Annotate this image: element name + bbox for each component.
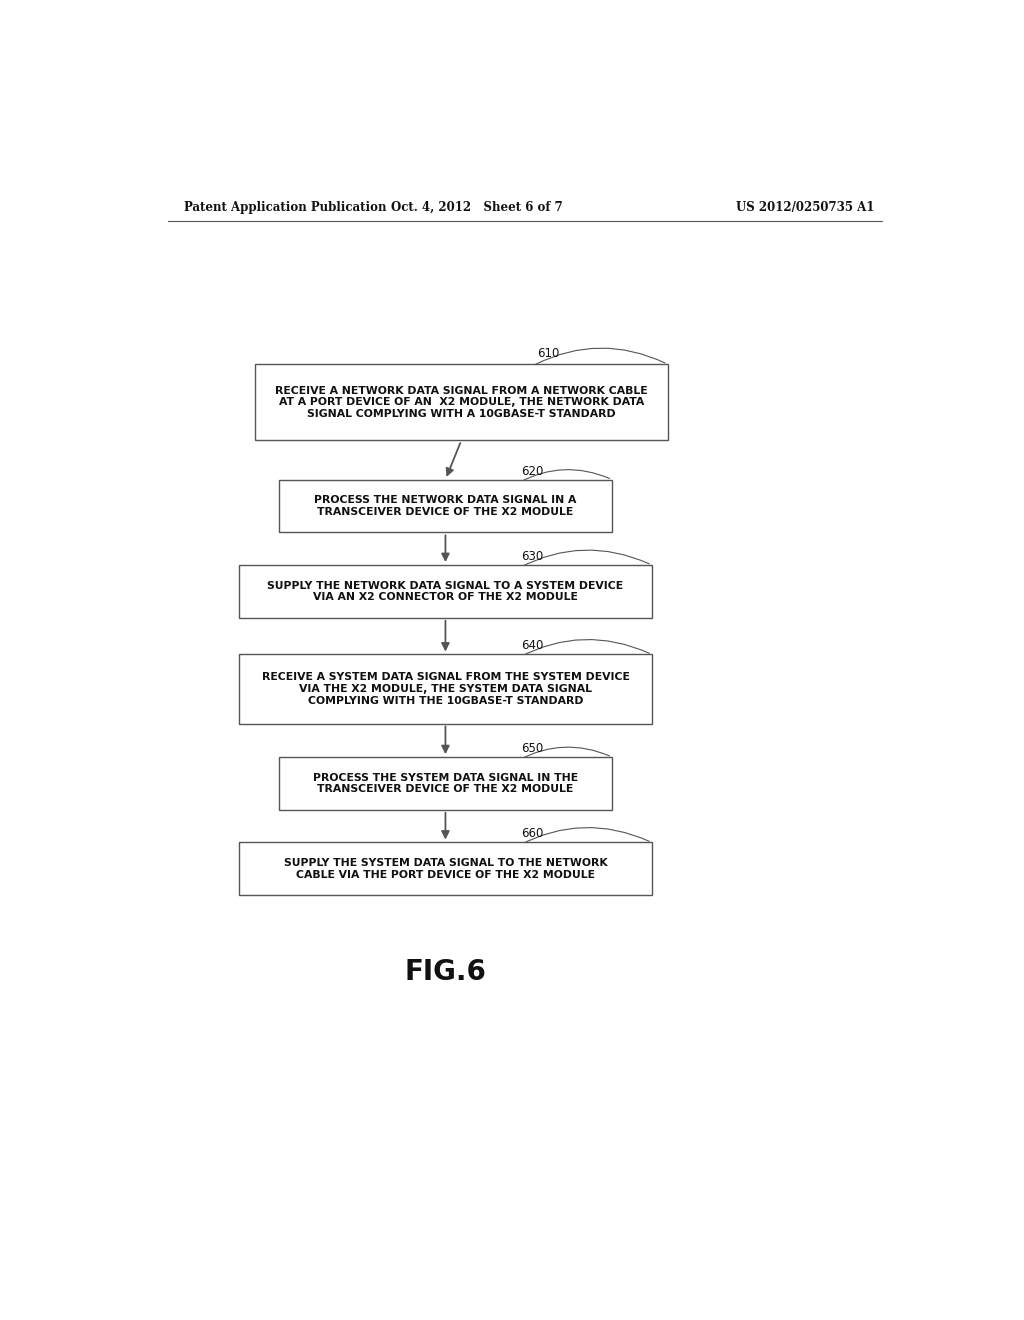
Text: 650: 650 <box>521 742 543 755</box>
FancyBboxPatch shape <box>240 565 652 618</box>
FancyBboxPatch shape <box>279 758 612 810</box>
FancyBboxPatch shape <box>240 842 652 895</box>
Text: 620: 620 <box>521 465 543 478</box>
FancyBboxPatch shape <box>279 479 612 532</box>
Text: RECEIVE A SYSTEM DATA SIGNAL FROM THE SYSTEM DEVICE
VIA THE X2 MODULE, THE SYSTE: RECEIVE A SYSTEM DATA SIGNAL FROM THE SY… <box>261 672 630 706</box>
Text: 610: 610 <box>537 347 559 359</box>
Text: PROCESS THE SYSTEM DATA SIGNAL IN THE
TRANSCEIVER DEVICE OF THE X2 MODULE: PROCESS THE SYSTEM DATA SIGNAL IN THE TR… <box>313 772 578 795</box>
Text: SUPPLY THE SYSTEM DATA SIGNAL TO THE NETWORK
CABLE VIA THE PORT DEVICE OF THE X2: SUPPLY THE SYSTEM DATA SIGNAL TO THE NET… <box>284 858 607 879</box>
Text: PROCESS THE NETWORK DATA SIGNAL IN A
TRANSCEIVER DEVICE OF THE X2 MODULE: PROCESS THE NETWORK DATA SIGNAL IN A TRA… <box>314 495 577 517</box>
Text: RECEIVE A NETWORK DATA SIGNAL FROM A NETWORK CABLE
AT A PORT DEVICE OF AN  X2 MO: RECEIVE A NETWORK DATA SIGNAL FROM A NET… <box>275 385 647 418</box>
Text: US 2012/0250735 A1: US 2012/0250735 A1 <box>735 201 873 214</box>
Text: FIG.6: FIG.6 <box>404 957 486 986</box>
FancyBboxPatch shape <box>255 364 668 441</box>
Text: 640: 640 <box>521 639 543 652</box>
Text: Patent Application Publication: Patent Application Publication <box>183 201 386 214</box>
Text: Oct. 4, 2012   Sheet 6 of 7: Oct. 4, 2012 Sheet 6 of 7 <box>391 201 563 214</box>
Text: SUPPLY THE NETWORK DATA SIGNAL TO A SYSTEM DEVICE
VIA AN X2 CONNECTOR OF THE X2 : SUPPLY THE NETWORK DATA SIGNAL TO A SYST… <box>267 581 624 602</box>
Text: 630: 630 <box>521 550 543 562</box>
Text: 660: 660 <box>521 828 543 841</box>
FancyBboxPatch shape <box>240 655 652 723</box>
